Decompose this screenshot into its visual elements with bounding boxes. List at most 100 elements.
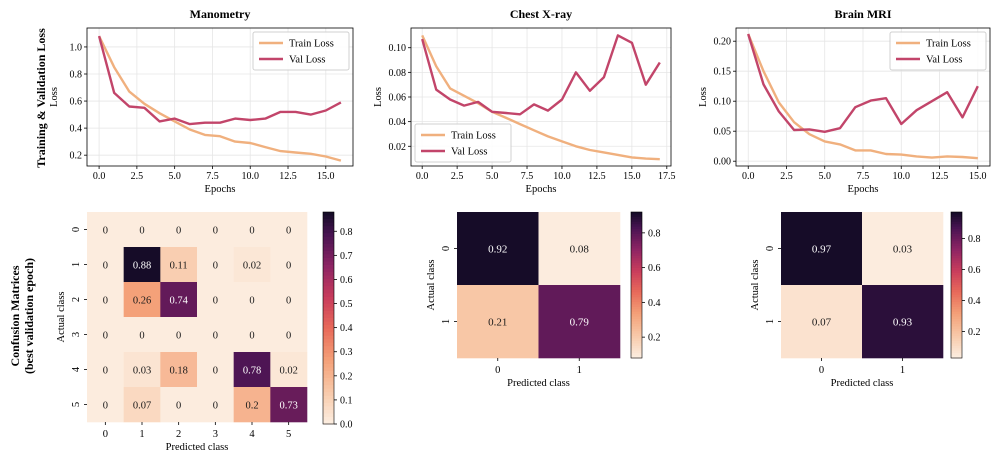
y-tick-label: 0.10 <box>714 97 732 108</box>
cell-value: 0.93 <box>893 316 913 328</box>
colorbar-tick-label: 0.8 <box>340 227 353 238</box>
colorbar-segment <box>951 350 962 354</box>
cell-value: 0.03 <box>893 243 913 255</box>
colorbar-segment <box>951 212 962 216</box>
legend-label: Train Loss <box>289 39 334 50</box>
heatmap-cell <box>781 285 863 359</box>
colorbar-segment <box>631 260 642 264</box>
x-axis-label: Epochs <box>526 184 557 195</box>
y-tick-label: 4 <box>71 366 82 372</box>
colorbar-segment <box>323 272 334 277</box>
x-tick-label: 0 <box>495 365 500 376</box>
x-tick-label: 0 <box>103 429 108 440</box>
heatmap-cell <box>123 212 161 248</box>
colorbar-segment <box>951 260 962 264</box>
heatmap-cell <box>270 352 308 388</box>
x-axis-label: Predicted class <box>831 378 894 389</box>
colorbar-segment <box>951 319 962 323</box>
colorbar-segment <box>323 240 334 245</box>
colorbar-segment <box>323 360 334 365</box>
colorbar-tick-label: 0.4 <box>648 298 661 309</box>
colorbar-segment <box>951 250 962 254</box>
cell-value: 0 <box>213 225 218 236</box>
cell-value: 0 <box>286 260 291 271</box>
legend: Train Loss Val Loss <box>414 123 512 163</box>
colorbar-segment <box>631 258 642 262</box>
legend-label: Train Loss <box>451 131 496 142</box>
cell-value: 0.02 <box>243 260 261 271</box>
y-tick-label: 1 <box>71 262 82 267</box>
colorbar-segment <box>323 374 334 379</box>
x-tick-label: 15.0 <box>969 171 987 182</box>
cell-value: 0 <box>249 225 254 236</box>
colorbar-segment <box>323 229 334 234</box>
y-tick-label: 0.00 <box>714 157 732 168</box>
colorbar-segment <box>631 226 642 230</box>
x-tick-label: 1 <box>577 365 582 376</box>
colorbar-segment <box>323 219 334 224</box>
colorbar-segment <box>951 263 962 267</box>
colorbar-segment <box>951 241 962 245</box>
colorbar-segment <box>951 348 962 352</box>
colorbar-tick-label: 0.8 <box>968 234 981 245</box>
colorbar-segment <box>631 246 642 250</box>
x-tick-label: 1 <box>900 365 905 376</box>
colorbar-segment <box>323 409 334 414</box>
colorbar-segment <box>951 258 962 262</box>
x-tick-label: 2.5 <box>131 171 144 182</box>
x-tick-label: 4 <box>249 429 255 440</box>
colorbar-segment <box>323 314 334 319</box>
y-tick-label: 0.20 <box>714 37 732 48</box>
colorbar-segment <box>631 280 642 284</box>
colorbar-tick-label: 0.1 <box>340 395 353 406</box>
y-tick-label: 1 <box>765 319 776 324</box>
colorbar-tick-label: 0.4 <box>968 296 981 307</box>
colorbar-segment <box>951 280 962 284</box>
chart-title: Chest X-ray <box>510 7 572 21</box>
legend-box <box>414 123 512 163</box>
plot-frame <box>86 27 354 167</box>
line-chart-2: Brain MRI 0.0 2.5 5.0 7.5 10.0 12.5 15.0 0.00 0.0… <box>698 7 991 195</box>
y-tick-label: 0.15 <box>714 67 732 78</box>
colorbar-segment <box>631 319 642 323</box>
heatmap-cell <box>781 212 863 286</box>
colorbar-segment <box>951 282 962 286</box>
y-tick-label: 0.05 <box>714 127 732 138</box>
colorbar-segment <box>951 267 962 271</box>
cell-value: 0 <box>213 260 218 271</box>
colorbar-segment <box>631 311 642 315</box>
colorbar-segment <box>631 350 642 354</box>
colorbar-segment <box>631 265 642 269</box>
colorbar-segment <box>631 267 642 271</box>
plot-frame <box>410 27 672 167</box>
colorbar-segment <box>951 238 962 242</box>
colorbar-segment <box>631 292 642 296</box>
colorbar-segment <box>631 253 642 257</box>
y-tick-label: 0.08 <box>389 68 407 79</box>
x-tick-label: 2.5 <box>451 171 464 182</box>
colorbar-segment <box>323 289 334 294</box>
heatmap-cell <box>197 212 234 248</box>
x-tick-label: 3 <box>213 429 218 440</box>
colorbar-segment <box>631 297 642 301</box>
series-line-val <box>97 35 342 126</box>
y-tick-label: 0.02 <box>389 142 407 153</box>
colorbar-segment <box>631 285 642 289</box>
colorbar-segment <box>951 292 962 296</box>
colorbar-segment <box>631 219 642 223</box>
colorbar-tick-label: 0.5 <box>340 299 353 310</box>
colorbar-segment <box>631 326 642 330</box>
y-tick-label: 0 <box>765 246 776 251</box>
line-chart-1: Chest X-ray 0.0 2.5 5.0 7.5 10.0 12.5 15.0 17.5 0… <box>373 7 676 195</box>
colorbar-segment <box>631 316 642 320</box>
heatmap-cell <box>457 212 539 286</box>
colorbar-segment <box>631 248 642 252</box>
cell-value: 0 <box>139 225 144 236</box>
cell-value: 0.2 <box>245 400 258 411</box>
cell-value: 0.73 <box>279 400 297 411</box>
cell-value: 0 <box>286 225 291 236</box>
x-tick-label: 5.0 <box>168 171 181 182</box>
colorbar-segment <box>631 353 642 357</box>
cell-value: 0 <box>176 400 181 411</box>
